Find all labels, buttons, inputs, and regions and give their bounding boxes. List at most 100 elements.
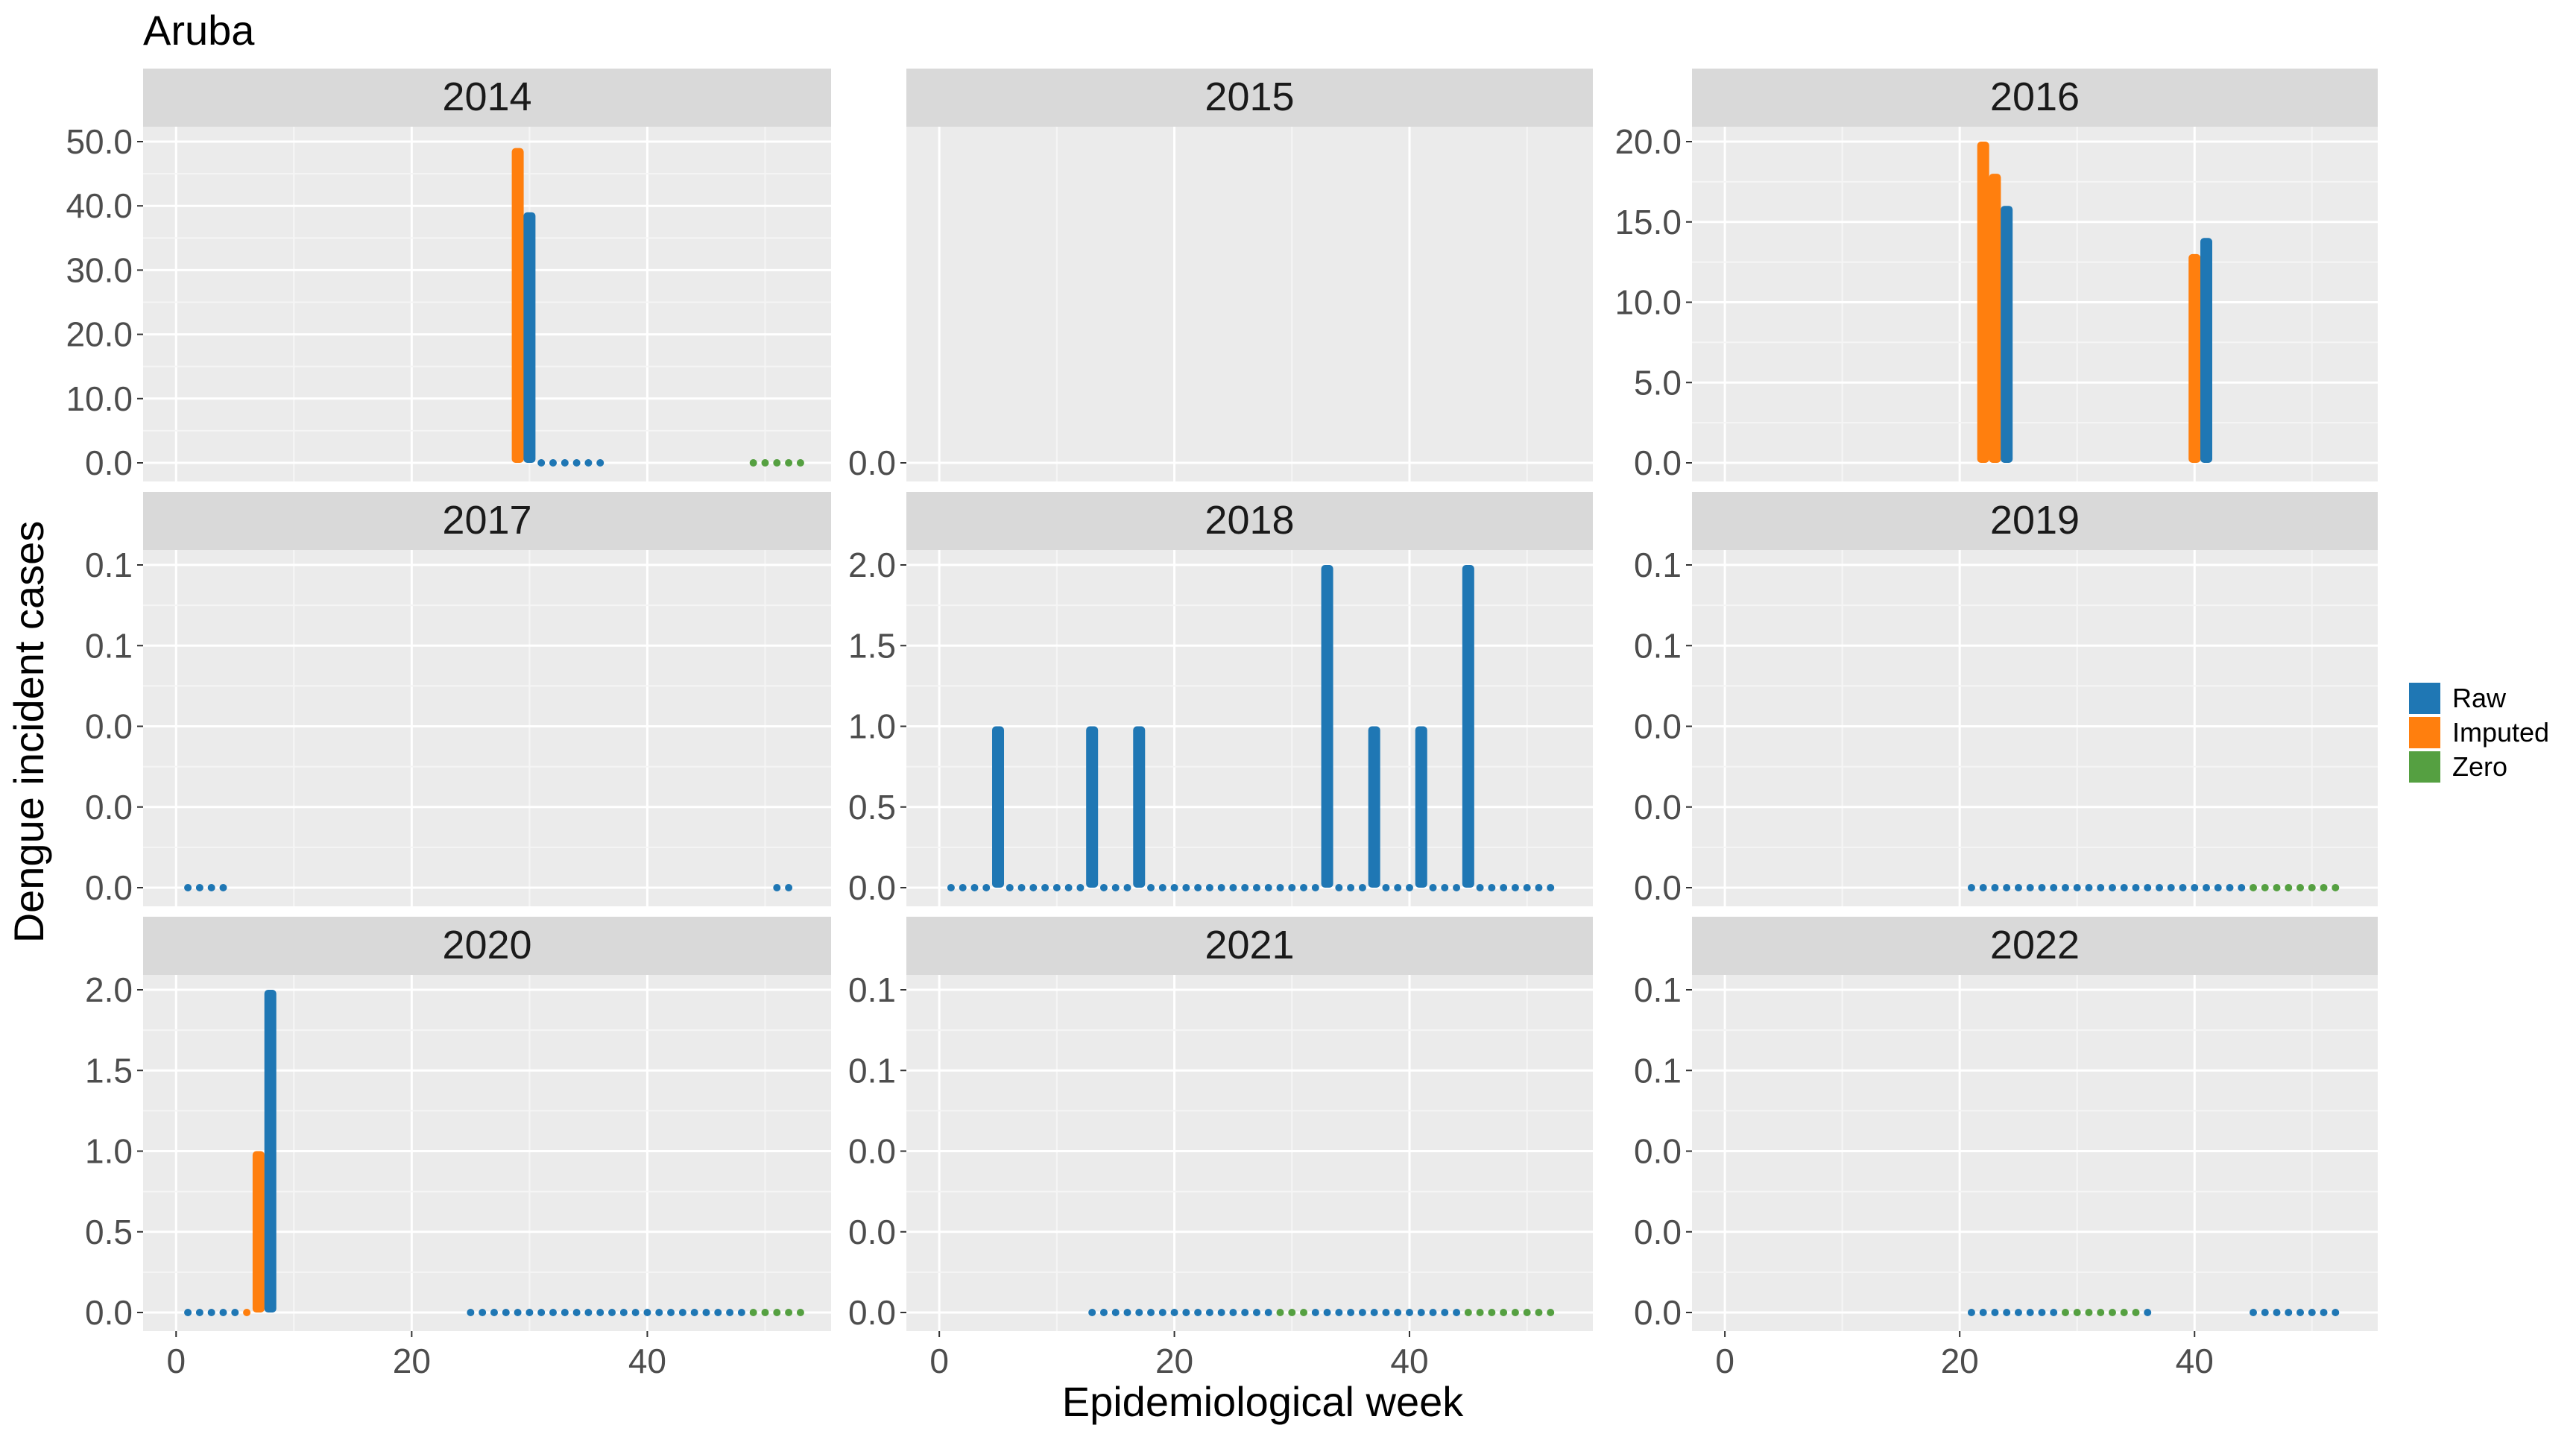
facet-strip [906,917,1593,975]
raw-point [2026,1309,2034,1316]
y-axis-title: Dengue incident cases [5,521,52,944]
zero-point [761,1309,769,1316]
raw-point [1064,884,1073,891]
zero-point [796,1309,804,1316]
raw-point [1382,1309,1390,1316]
raw-point [2050,1309,2058,1316]
facet-panel-2019: 2019 0.0 0.0 0.0 0.1 0.1 [1634,492,2378,907]
raw-bar [1415,726,1427,888]
raw-bar [2001,206,2013,463]
facet-strip-label: 2020 [442,923,531,967]
y-tick-label: 0.0 [848,1293,896,1332]
raw-point [1441,884,1449,891]
raw-point [1394,1309,1402,1316]
raw-point [2061,884,2069,891]
raw-point [726,1309,734,1316]
raw-point [1276,884,1284,891]
legend-label-zero: Zero [2452,751,2507,782]
raw-point [1041,884,1049,891]
raw-point [1217,1309,1225,1316]
raw-point [773,884,781,891]
panel-background [1692,550,2378,906]
chart-title: Aruba [143,7,255,54]
y-tick-label: 0.0 [85,1293,133,1332]
raw-point [2014,884,2022,891]
y-tick-label: 0.0 [85,707,133,746]
raw-point [1429,1309,1437,1316]
raw-point [1358,1309,1366,1316]
y-tick-label: 0.0 [848,868,896,907]
y-tick-label: 0.1 [1634,970,1682,1009]
facet-strip [906,69,1593,127]
zero-point [1276,1309,1284,1316]
y-tick-label: 0.0 [848,1132,896,1171]
raw-point [1429,884,1437,891]
raw-point [2120,884,2128,891]
raw-point [2320,1309,2328,1316]
raw-point [1099,884,1108,891]
raw-point [982,884,991,891]
raw-point [572,1309,581,1316]
raw-point [1547,884,1555,891]
y-tick-label: 0.0 [848,443,896,482]
raw-bar [264,990,277,1312]
raw-point [2003,1309,2011,1316]
legend-label-raw: Raw [2452,683,2507,713]
y-tick-label: 0.0 [848,1213,896,1251]
raw-point [490,1309,498,1316]
raw-point [1500,884,1508,891]
raw-point [2179,884,2187,891]
raw-point [631,1309,640,1316]
raw-point [970,884,979,891]
raw-point [1194,1309,1202,1316]
zero-point [2308,884,2316,891]
raw-point [1405,884,1413,891]
raw-point [1029,884,1038,891]
raw-point [1264,884,1272,891]
raw-point [1252,884,1260,891]
raw-point [207,1309,215,1316]
raw-point [1453,884,1461,891]
y-tick-label: 20.0 [66,315,133,354]
zero-point [2097,1309,2105,1316]
raw-point [714,1309,722,1316]
raw-point [2273,1309,2281,1316]
raw-point [1347,1309,1355,1316]
imputed-point [243,1309,251,1316]
y-tick-label: 50.0 [66,122,133,161]
y-tick-label: 0.1 [1634,1051,1682,1090]
facet-panel-2017: 2017 0.0 0.0 0.0 0.1 0.1 [85,492,831,907]
raw-point [1241,884,1249,891]
raw-point [231,1309,239,1316]
facet-strip [1692,917,2378,975]
y-tick-label: 0.0 [1634,868,1682,907]
raw-point [1052,884,1061,891]
raw-point [1311,1309,1319,1316]
raw-bar [1462,565,1474,888]
y-tick-label: 30.0 [66,250,133,289]
raw-point [608,1309,616,1316]
raw-point [1991,884,1999,891]
legend-label-imputed: Imputed [2452,717,2549,748]
facet-strip [1692,492,2378,550]
raw-point [1347,884,1355,891]
y-tick-label: 0.0 [1634,788,1682,827]
zero-point [1464,1309,1472,1316]
raw-point [2038,884,2046,891]
raw-point [502,1309,510,1316]
raw-point [537,1309,546,1316]
y-tick-label: 20.0 [1614,122,1682,161]
raw-point [1979,884,1987,891]
raw-point [1182,1309,1190,1316]
facet-strip-label: 2021 [1205,923,1294,967]
raw-point [479,1309,487,1316]
facet-strip-label: 2015 [1205,75,1294,119]
raw-point [1147,884,1155,891]
raw-point [2085,884,2093,891]
raw-point [537,459,546,467]
raw-point [1229,884,1237,891]
raw-bar [1086,726,1099,888]
x-tick-label: 40 [1390,1342,1428,1380]
facet-panel-2021: 2021 0.0 0.0 0.0 0.1 0.1 0 20 40 [848,917,1593,1380]
raw-point [184,1309,192,1316]
